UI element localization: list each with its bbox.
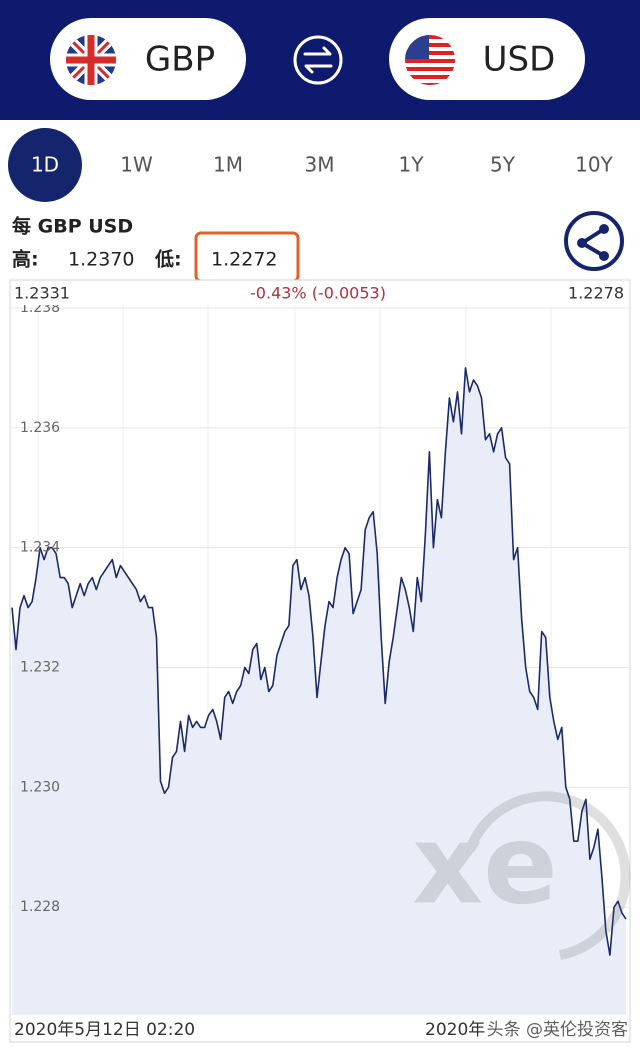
x-axis-label: 2020年 bbox=[425, 1020, 485, 1040]
watermark-logo-text: xe bbox=[412, 800, 558, 928]
from-currency: GBP bbox=[145, 40, 215, 80]
high-value: 1.2370 bbox=[68, 249, 134, 271]
open-value: 1.2331 bbox=[14, 284, 70, 303]
high-label: 高: bbox=[12, 248, 39, 271]
y-tick-label: 1.228 bbox=[20, 899, 60, 915]
x-axis: 2020年5月12日 02:20 2020年 bbox=[14, 1020, 485, 1040]
area bbox=[12, 367, 626, 1015]
share-button[interactable] bbox=[564, 211, 624, 271]
uk-flag bbox=[66, 35, 116, 85]
tab[interactable]: 1M bbox=[213, 153, 243, 177]
plot-area: 1.228 1.230 1.232 1.234 1.236 1.238 bbox=[11, 300, 629, 1015]
us-flag bbox=[405, 35, 455, 85]
y-tick-label: 1.238 bbox=[20, 300, 60, 316]
pair-title: 每 GBP USD bbox=[12, 215, 133, 238]
tab[interactable]: 1W bbox=[120, 153, 153, 177]
close-value: 1.2278 bbox=[568, 284, 624, 303]
y-tick-label: 1.236 bbox=[20, 420, 60, 436]
low-value: 1.2272 bbox=[211, 249, 277, 271]
tab[interactable]: 3M bbox=[305, 153, 335, 177]
tab[interactable]: 1D bbox=[31, 153, 59, 177]
change-value: -0.43% (-0.0053) bbox=[250, 284, 386, 303]
y-tick-label: 1.230 bbox=[20, 779, 60, 795]
x-axis-label: 2020年5月12日 02:20 bbox=[14, 1020, 195, 1040]
watermark-text: 头条 @英伦投资客 bbox=[487, 1020, 628, 1040]
tab[interactable]: 10Y bbox=[575, 153, 613, 177]
tab[interactable]: 1Y bbox=[399, 153, 425, 177]
swap-button[interactable] bbox=[293, 35, 343, 85]
tab[interactable]: 5Y bbox=[490, 153, 516, 177]
y-tick-label: 1.232 bbox=[20, 659, 60, 675]
watermark-logo: xe bbox=[412, 791, 631, 960]
low-label: 低: bbox=[154, 248, 182, 271]
y-tick-label: 1.234 bbox=[20, 540, 60, 556]
to-currency: USD bbox=[483, 40, 556, 80]
active-tab-indicator bbox=[8, 128, 82, 202]
price-line bbox=[11, 367, 627, 956]
tab-bar: 1D 1W 1M 3M 1Y 5Y 10Y bbox=[31, 153, 614, 177]
